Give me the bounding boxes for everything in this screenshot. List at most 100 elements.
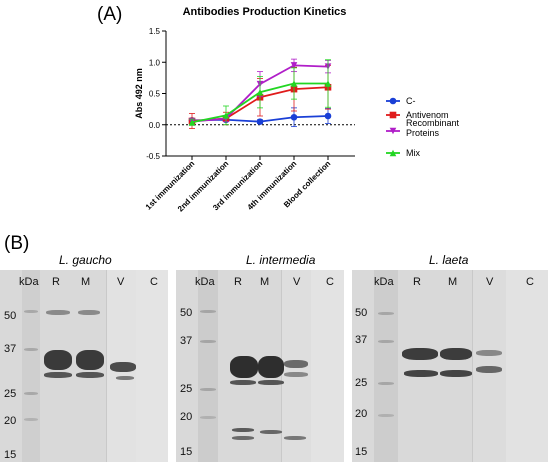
data-point [324, 112, 332, 120]
western-blot-gaucho: kDa R M V C 50 37 25 20 15 [0, 270, 168, 462]
mw-marker-15: 15 [355, 446, 368, 458]
band [284, 436, 306, 440]
legend-label: Recombinant Proteins [406, 118, 460, 138]
lane-label-v: V [117, 276, 125, 288]
legend-label: Mix [406, 148, 420, 158]
band [258, 356, 284, 378]
mw-marker-25: 25 [4, 388, 17, 400]
band [200, 388, 216, 391]
band [378, 312, 394, 315]
data-point [290, 113, 298, 121]
lane-label-v: V [293, 276, 301, 288]
blot-title-gaucho: L. gaucho [59, 253, 112, 267]
panel-a-label: (A) [97, 4, 123, 25]
y-tick-label: 1.0 [149, 58, 161, 67]
western-blot-laeta: kDa R M V C 50 37 25 20 15 [352, 270, 548, 462]
y-tick-label: 0.5 [149, 90, 161, 99]
band [404, 370, 438, 377]
mw-marker-15: 15 [180, 446, 193, 458]
mw-marker-25: 25 [180, 383, 193, 395]
data-point [222, 112, 230, 119]
band [24, 310, 38, 313]
lane-c-bg [506, 270, 548, 462]
y-tick-label: 0.0 [149, 121, 161, 130]
band [440, 370, 472, 377]
band [258, 380, 284, 385]
data-point [290, 80, 298, 87]
lane-label-m: M [448, 276, 458, 288]
mw-marker-37: 37 [355, 334, 368, 346]
band [476, 366, 502, 373]
lane-label-r: R [52, 276, 60, 288]
band [200, 416, 216, 419]
band [44, 372, 72, 378]
lane-label-v: V [486, 276, 494, 288]
band [284, 372, 308, 377]
band [24, 418, 38, 421]
band [232, 436, 254, 440]
mw-marker-37: 37 [180, 335, 193, 347]
lane-divider [106, 270, 107, 462]
band [260, 430, 282, 434]
data-point [256, 118, 264, 125]
kda-label: kDa [374, 276, 394, 288]
y-axis-label: Abs 492 nm [134, 68, 144, 119]
band [76, 350, 104, 370]
blot-title-laeta: L. laeta [429, 253, 469, 267]
band [24, 348, 38, 351]
mw-marker-20: 20 [180, 411, 193, 423]
lane-label-c: C [326, 276, 334, 288]
band [110, 362, 136, 372]
blot-title-intermedia: L. intermedia [246, 253, 316, 267]
lane-label-c: C [150, 276, 158, 288]
band [378, 414, 394, 417]
data-point [188, 118, 196, 126]
western-blot-intermedia: kDa R M V C 50 37 25 20 15 [176, 270, 344, 462]
data-point [256, 88, 264, 96]
mw-marker-20: 20 [4, 415, 17, 427]
mw-marker-25: 25 [355, 377, 368, 389]
y-tick-label: 1.5 [149, 27, 161, 36]
band [78, 310, 100, 315]
legend-marker [389, 111, 397, 119]
lane-divider [472, 270, 473, 462]
band [116, 376, 134, 380]
mw-marker-50: 50 [180, 307, 193, 319]
marker-lane [374, 270, 398, 462]
legend-marker [389, 149, 397, 157]
legend-label: Antivenom [406, 110, 449, 120]
lane-label-r: R [413, 276, 421, 288]
line-chart: Antibodies Production Kinetics -0.5 0.0 0.5… [134, 6, 460, 213]
band [200, 310, 216, 313]
band [378, 340, 394, 343]
mw-marker-37: 37 [4, 343, 17, 355]
kda-label: kDa [195, 276, 215, 288]
lane-c-bg [311, 270, 344, 462]
data-point [324, 80, 332, 87]
band [46, 310, 70, 315]
marker-lane [198, 270, 218, 462]
lane-label-m: M [81, 276, 91, 288]
data-point [290, 62, 298, 69]
band [284, 360, 308, 368]
band [44, 350, 72, 370]
legend-marker [389, 127, 397, 135]
lane-c-bg [136, 270, 168, 462]
band [200, 340, 216, 343]
mw-marker-15: 15 [4, 449, 17, 461]
legend-label: C- [406, 96, 416, 106]
lane-label-c: C [526, 276, 534, 288]
band [476, 350, 502, 356]
lane-label-m: M [260, 276, 270, 288]
mw-marker-20: 20 [355, 408, 368, 420]
band [76, 372, 104, 378]
mw-marker-50: 50 [355, 307, 368, 319]
mw-marker-50: 50 [4, 310, 17, 322]
chart-title: Antibodies Production Kinetics [183, 6, 347, 18]
y-tick-label: -0.5 [146, 152, 160, 161]
kda-label: kDa [19, 276, 39, 288]
band [24, 392, 38, 395]
lane-label-r: R [234, 276, 242, 288]
marker-lane [22, 270, 40, 462]
band [402, 348, 438, 360]
